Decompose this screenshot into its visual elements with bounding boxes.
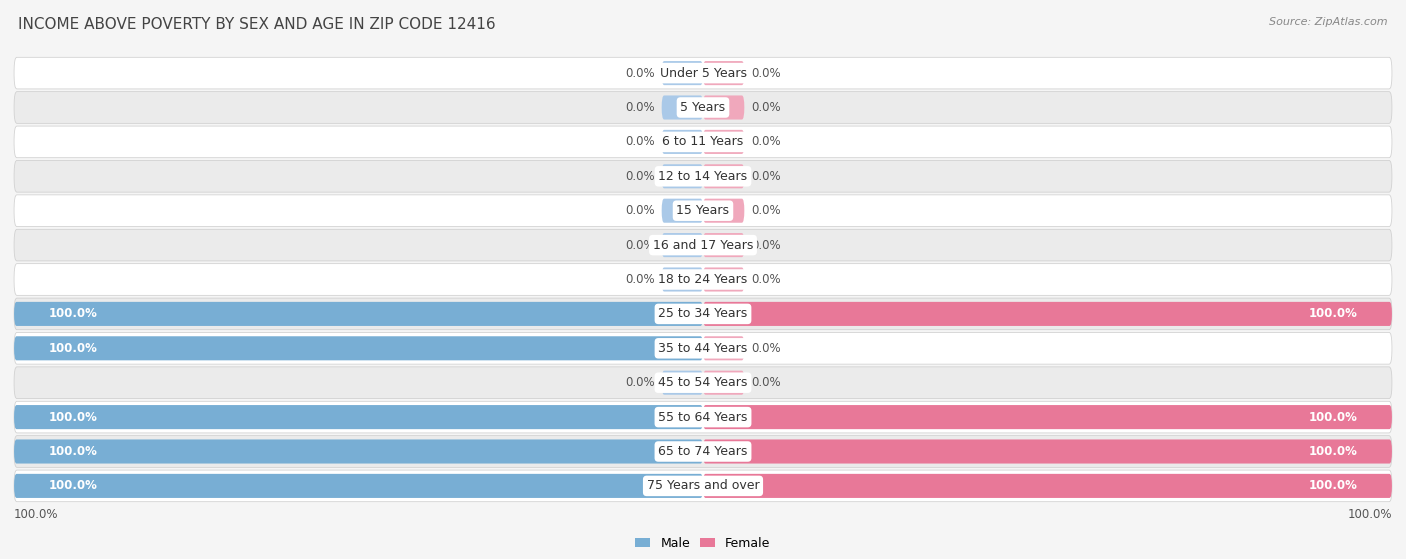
Text: 35 to 44 Years: 35 to 44 Years [658,342,748,355]
Text: 0.0%: 0.0% [751,101,780,114]
Text: 0.0%: 0.0% [626,135,655,148]
FancyBboxPatch shape [14,439,703,463]
Text: 0.0%: 0.0% [751,342,780,355]
Text: 100.0%: 100.0% [48,342,97,355]
FancyBboxPatch shape [14,474,703,498]
FancyBboxPatch shape [14,405,703,429]
Text: 55 to 64 Years: 55 to 64 Years [658,411,748,424]
Text: Source: ZipAtlas.com: Source: ZipAtlas.com [1270,17,1388,27]
FancyBboxPatch shape [14,160,1392,192]
Text: 0.0%: 0.0% [626,239,655,252]
FancyBboxPatch shape [14,333,1392,364]
Text: 0.0%: 0.0% [751,135,780,148]
FancyBboxPatch shape [14,435,1392,467]
FancyBboxPatch shape [703,302,1392,326]
FancyBboxPatch shape [662,61,703,85]
Text: 45 to 54 Years: 45 to 54 Years [658,376,748,389]
FancyBboxPatch shape [662,96,703,120]
FancyBboxPatch shape [703,474,1392,498]
Text: 100.0%: 100.0% [1309,307,1358,320]
FancyBboxPatch shape [662,164,703,188]
Text: 0.0%: 0.0% [626,376,655,389]
Text: 100.0%: 100.0% [48,307,97,320]
Text: 100.0%: 100.0% [48,445,97,458]
FancyBboxPatch shape [703,233,744,257]
Text: 0.0%: 0.0% [751,239,780,252]
Text: 100.0%: 100.0% [48,411,97,424]
Text: 100.0%: 100.0% [48,480,97,492]
Text: 15 Years: 15 Years [676,204,730,217]
Text: 12 to 14 Years: 12 to 14 Years [658,170,748,183]
Text: 6 to 11 Years: 6 to 11 Years [662,135,744,148]
FancyBboxPatch shape [662,371,703,395]
FancyBboxPatch shape [703,61,744,85]
FancyBboxPatch shape [14,298,1392,330]
FancyBboxPatch shape [14,302,703,326]
FancyBboxPatch shape [14,195,1392,226]
Text: 100.0%: 100.0% [1309,445,1358,458]
Legend: Male, Female: Male, Female [630,532,776,555]
FancyBboxPatch shape [14,57,1392,89]
Text: 0.0%: 0.0% [751,67,780,79]
Text: 0.0%: 0.0% [751,204,780,217]
Text: 100.0%: 100.0% [1309,411,1358,424]
FancyBboxPatch shape [14,401,1392,433]
Text: 18 to 24 Years: 18 to 24 Years [658,273,748,286]
Text: 0.0%: 0.0% [626,204,655,217]
Text: 0.0%: 0.0% [626,273,655,286]
Text: 0.0%: 0.0% [751,376,780,389]
Text: INCOME ABOVE POVERTY BY SEX AND AGE IN ZIP CODE 12416: INCOME ABOVE POVERTY BY SEX AND AGE IN Z… [18,17,496,32]
Text: 75 Years and over: 75 Years and over [647,480,759,492]
FancyBboxPatch shape [703,267,744,292]
FancyBboxPatch shape [703,130,744,154]
Text: 0.0%: 0.0% [751,170,780,183]
FancyBboxPatch shape [703,96,744,120]
Text: 16 and 17 Years: 16 and 17 Years [652,239,754,252]
FancyBboxPatch shape [662,130,703,154]
FancyBboxPatch shape [14,229,1392,261]
FancyBboxPatch shape [703,164,744,188]
Text: 0.0%: 0.0% [626,101,655,114]
FancyBboxPatch shape [14,126,1392,158]
FancyBboxPatch shape [14,367,1392,399]
Text: 5 Years: 5 Years [681,101,725,114]
FancyBboxPatch shape [14,92,1392,124]
Text: 0.0%: 0.0% [626,170,655,183]
FancyBboxPatch shape [703,439,1392,463]
FancyBboxPatch shape [703,198,744,222]
FancyBboxPatch shape [703,405,1392,429]
Text: 65 to 74 Years: 65 to 74 Years [658,445,748,458]
Text: 100.0%: 100.0% [14,508,59,521]
FancyBboxPatch shape [703,371,744,395]
Text: 100.0%: 100.0% [1309,480,1358,492]
FancyBboxPatch shape [14,470,1392,502]
FancyBboxPatch shape [703,337,744,361]
FancyBboxPatch shape [14,264,1392,295]
FancyBboxPatch shape [662,198,703,222]
Text: 0.0%: 0.0% [751,273,780,286]
FancyBboxPatch shape [662,267,703,292]
Text: 25 to 34 Years: 25 to 34 Years [658,307,748,320]
Text: 100.0%: 100.0% [1347,508,1392,521]
Text: Under 5 Years: Under 5 Years [659,67,747,79]
FancyBboxPatch shape [662,233,703,257]
Text: 0.0%: 0.0% [626,67,655,79]
FancyBboxPatch shape [14,337,703,361]
